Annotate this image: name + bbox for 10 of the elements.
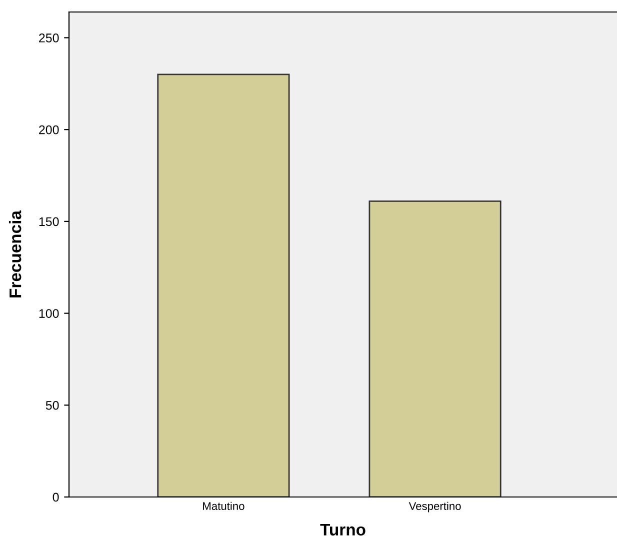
y-tick-label: 250 — [39, 34, 59, 42]
y-axis-title: Frecuencia — [9, 210, 22, 298]
y-tick-label: 50 — [46, 400, 59, 410]
x-tick-label: Vespertino — [408, 502, 461, 512]
y-tick-label: 200 — [39, 125, 59, 134]
y-tick-label: 0 — [52, 492, 59, 502]
y-tick-label: 100 — [39, 309, 59, 318]
y-tick-label: 150 — [39, 217, 59, 226]
x-axis-title: Turno — [320, 524, 366, 536]
x-tick-label: Matutino — [203, 502, 244, 510]
